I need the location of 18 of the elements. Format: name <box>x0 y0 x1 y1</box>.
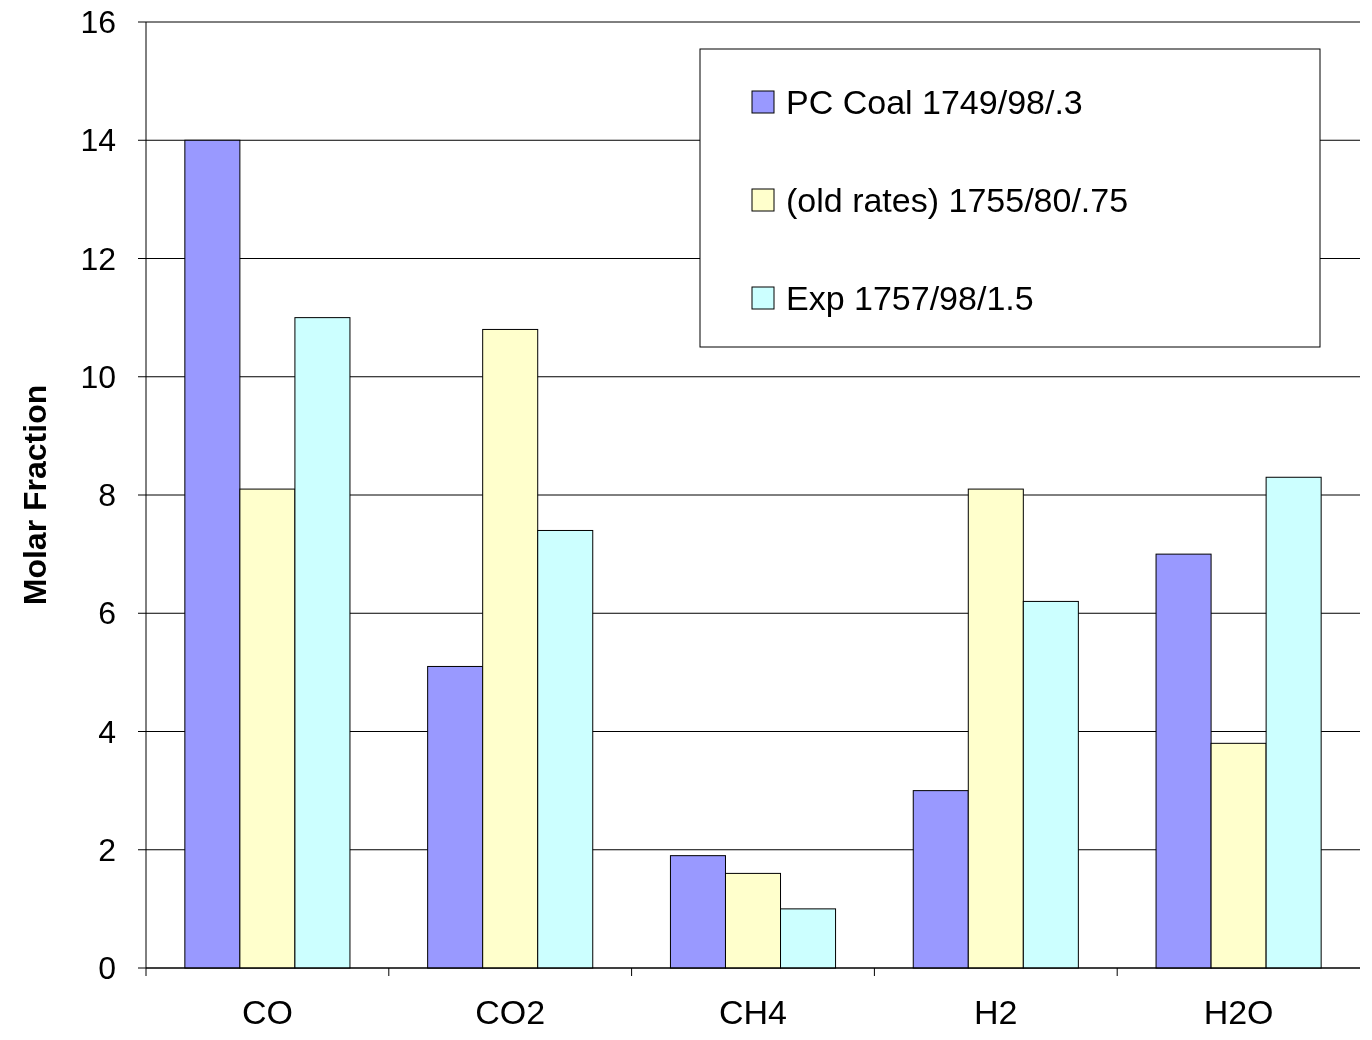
y-tick-label: 16 <box>80 4 116 41</box>
y-tick-label: 8 <box>98 477 116 514</box>
legend-label: PC Coal 1749/98/.3 <box>786 82 1083 121</box>
x-tick-label: H2O <box>1203 993 1274 1031</box>
y-tick-label: 10 <box>80 358 116 395</box>
y-axis-title: Molar Fraction <box>17 384 53 606</box>
x-tick-label: CO <box>241 993 293 1031</box>
y-tick-label: 4 <box>98 713 116 750</box>
x-tick-label: CO2 <box>475 993 546 1031</box>
y-tick-label: 6 <box>98 595 116 632</box>
legend-label: (old rates) 1755/80/.75 <box>786 180 1129 219</box>
y-tick-label: 2 <box>98 831 116 868</box>
x-tick-label: CH4 <box>718 993 788 1031</box>
y-tick-label: 12 <box>80 240 116 277</box>
y-tick-label: 0 <box>98 950 116 987</box>
legend-label: Exp 1757/98/1.5 <box>786 278 1034 317</box>
y-tick-label: 14 <box>80 122 116 159</box>
x-tick-label: H2 <box>974 993 1018 1031</box>
